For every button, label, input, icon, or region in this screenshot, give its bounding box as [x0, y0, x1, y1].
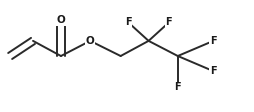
- Text: F: F: [210, 36, 217, 46]
- Text: F: F: [166, 17, 172, 27]
- Text: F: F: [174, 82, 181, 92]
- Text: F: F: [210, 66, 217, 76]
- Text: F: F: [125, 17, 132, 27]
- Text: O: O: [86, 36, 94, 46]
- Text: O: O: [57, 15, 65, 25]
